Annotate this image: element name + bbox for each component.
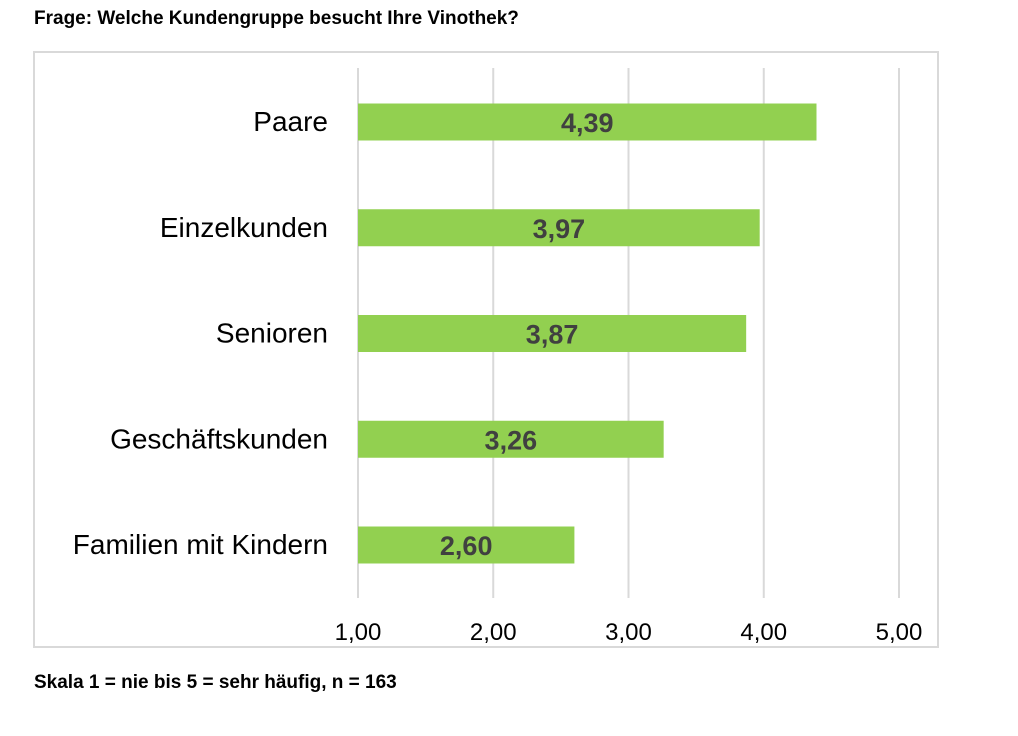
bar-3 (358, 315, 747, 352)
value-label: 4,39 (561, 108, 614, 138)
value-label: 2,60 (440, 531, 493, 561)
scale-footnote: Skala 1 = nie bis 5 = sehr häufig, n = 1… (34, 672, 397, 693)
category-label: Senioren (216, 318, 328, 349)
chart-frame (33, 51, 939, 648)
bar-1 (358, 103, 817, 141)
category-label: Einzelkunden (160, 212, 328, 243)
bar-2 (358, 209, 760, 247)
bars (358, 103, 817, 564)
value-label: 3,87 (526, 320, 579, 350)
question-title: Frage: Welche Kundengruppe besucht Ihre … (34, 8, 519, 29)
x-tick-label: 1,00 (335, 619, 382, 646)
x-tick-label: 3,00 (605, 619, 652, 646)
category-label: Familien mit Kindern (73, 529, 328, 560)
bar-5 (358, 526, 575, 564)
category-label: Paare (253, 106, 328, 137)
labels: 1,00 2,00 3,00 4,00 5,00 Paare 4,39 Einzelkunde… (73, 106, 923, 646)
x-tick-label: 5,00 (876, 619, 923, 646)
x-tick-label: 4,00 (740, 619, 787, 646)
value-label: 3,26 (485, 425, 538, 455)
bar-4 (358, 420, 664, 458)
x-tick-label: 2,00 (470, 619, 517, 646)
category-label: Geschäftskunden (110, 423, 328, 454)
value-label: 3,97 (533, 214, 586, 244)
